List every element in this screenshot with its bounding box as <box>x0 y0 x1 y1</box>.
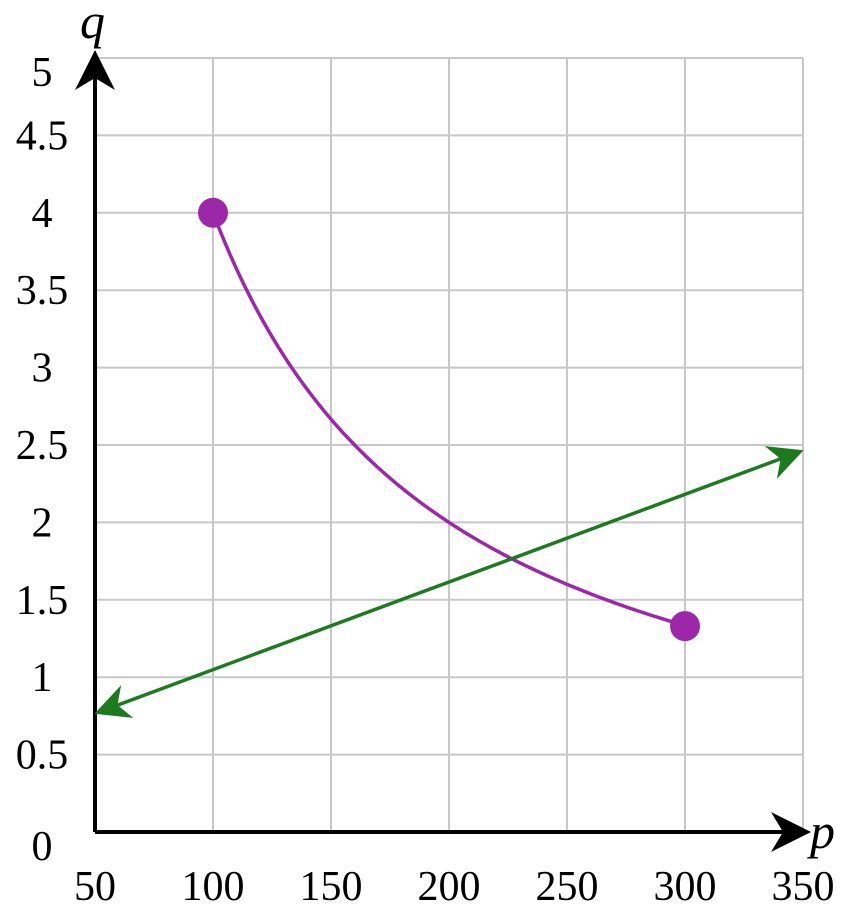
y-tick-label: 2 <box>32 500 53 546</box>
x-tick-label: 250 <box>536 864 599 910</box>
x-tick-label: 200 <box>418 864 481 910</box>
series <box>94 197 804 718</box>
y-tick-label: 0.5 <box>16 733 69 779</box>
tick-labels: 50 100 150 200 250 300 350 0 0.5 1 1.5 2 2.5 3 3.5 4 4.5… <box>16 50 835 910</box>
endpoint-dot <box>198 197 228 228</box>
x-tick-label: 50 <box>74 864 116 910</box>
y-tick-label: 3.5 <box>16 268 69 314</box>
y-tick-label: 3 <box>32 346 53 392</box>
grid <box>94 57 804 833</box>
y-tick-label: 1.5 <box>16 578 69 624</box>
line-series <box>94 446 804 718</box>
x-axis-label: p <box>807 803 835 859</box>
y-tick-label: 4.5 <box>16 113 69 159</box>
x-tick-label: 300 <box>654 864 717 910</box>
y-axis-label: q <box>80 0 105 49</box>
endpoint-dot <box>670 611 700 642</box>
x-tick-label: 150 <box>300 864 363 910</box>
y-tick-label: 2.5 <box>16 423 69 469</box>
x-tick-label: 100 <box>182 864 245 910</box>
y-tick-label: 1 <box>32 655 53 701</box>
x-tick-label: 350 <box>772 864 835 910</box>
y-tick-label: 0 <box>32 824 53 870</box>
y-tick-label: 5 <box>32 50 53 96</box>
y-tick-label: 4 <box>32 191 53 237</box>
